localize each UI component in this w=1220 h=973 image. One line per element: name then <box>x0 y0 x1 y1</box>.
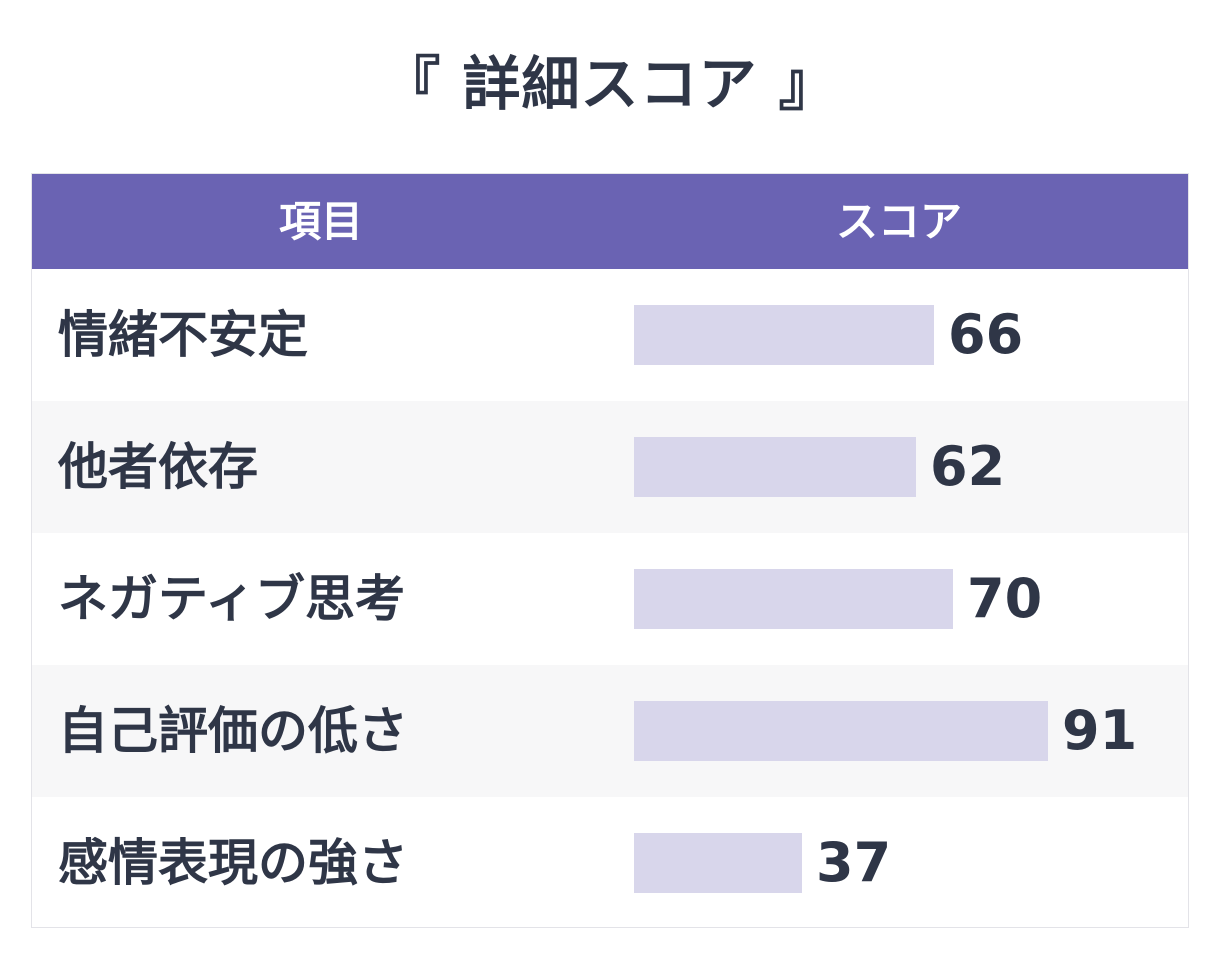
row-label: 感情表現の強さ <box>58 834 408 892</box>
score-value: 62 <box>930 435 1006 498</box>
table-row: 他者依存 62 <box>32 401 1188 533</box>
score-value: 37 <box>816 831 892 894</box>
score-value: 70 <box>967 567 1043 630</box>
header-item: 項目 <box>278 197 363 246</box>
score-bar <box>634 437 916 497</box>
table-row: 情緒不安定 66 <box>32 269 1188 401</box>
table-row: 感情表現の強さ 37 <box>32 797 1188 929</box>
row-label: 情緒不安定 <box>58 306 308 364</box>
score-value: 66 <box>948 303 1024 366</box>
score-bar <box>634 569 953 629</box>
row-label: 自己評価の低さ <box>58 702 408 760</box>
score-value: 91 <box>1062 699 1138 762</box>
row-label: ネガティブ思考 <box>58 570 405 628</box>
table-row: 自己評価の低さ 91 <box>32 665 1188 797</box>
score-bar <box>634 305 934 365</box>
chart-title: 『 詳細スコア 』 <box>382 50 838 118</box>
score-bar <box>634 701 1048 761</box>
header-score: スコア <box>835 197 962 246</box>
table-body: 情緒不安定 66 他者依存 62 ネガティブ思考 70 自己評価の低さ 91 感情表現の強さ 37 <box>32 269 1188 927</box>
score-bar <box>634 833 802 893</box>
bar-track: 66 <box>634 305 1134 365</box>
bar-track: 91 <box>634 699 1138 762</box>
row-label: 他者依存 <box>58 438 258 496</box>
bar-track: 70 <box>634 569 1134 629</box>
bar-track: 37 <box>634 833 1134 893</box>
bar-track: 62 <box>634 437 1134 497</box>
table-row: ネガティブ思考 70 <box>32 533 1188 665</box>
score-table: 項目 スコア 情緒不安定 66 他者依存 62 ネガティブ思考 70 自己評価の低さ 91 感情… <box>31 173 1189 928</box>
table-header: 項目 スコア <box>32 174 1188 269</box>
